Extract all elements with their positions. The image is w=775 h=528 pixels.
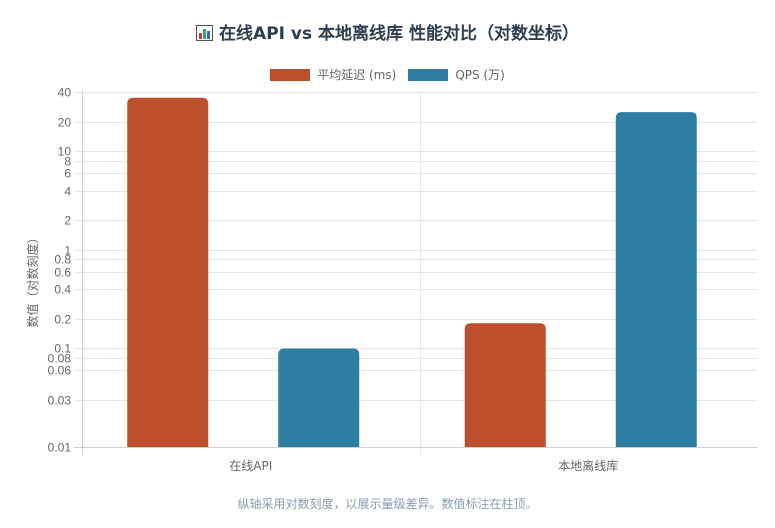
y-tick-label: 0.1 [54,342,71,356]
y-tick-label: 20 [58,116,72,130]
y-tick-label: 6 [64,167,71,181]
footer-note: 纵轴采用对数刻度，以展示量级差异。数值标注在柱顶。 [237,497,538,511]
y-tick-label: 0.6 [54,266,71,280]
y-tick-label: 0.06 [48,364,72,378]
legend: 平均延迟 (ms) QPS (万) [0,66,775,83]
bar[interactable] [615,112,697,447]
y-tick-label: 10 [58,145,72,159]
legend-label: QPS (万) [455,68,505,82]
bar-chart-icon [196,25,214,41]
y-tick-label: 0.4 [54,283,71,297]
bar[interactable] [127,97,209,447]
y-tick-label: 4 [64,185,71,199]
y-tick-label: 0.2 [54,313,71,327]
y-tick-label: 40 [58,86,72,100]
y-tick-label: 1 [64,244,71,258]
y-tick-label: 0.8 [54,253,71,267]
legend-label: 平均延迟 (ms) [317,68,397,82]
y-tick-label: 2 [64,214,71,228]
y-tick-label: 0.08 [48,352,72,366]
legend-swatch [408,68,449,81]
y-axis-label: 数值（对数刻度） [25,231,40,327]
chart-title-text: 在线API vs 本地离线库 性能对比（对数坐标） [219,24,579,44]
y-tick-label: 8 [64,155,71,169]
bar[interactable] [278,348,360,447]
chart-title: 在线API vs 本地离线库 性能对比（对数坐标） [0,19,775,44]
legend-swatch [270,68,311,81]
x-tick-label: 在线API [229,459,272,473]
bar[interactable] [464,323,546,447]
y-tick-label: 0.01 [48,441,72,455]
legend-item[interactable]: 平均延迟 (ms) [270,66,396,83]
y-tick-label: 0.03 [48,394,72,408]
x-tick-label: 本地离线库 [558,458,618,473]
legend-item[interactable]: QPS (万) [408,66,505,83]
